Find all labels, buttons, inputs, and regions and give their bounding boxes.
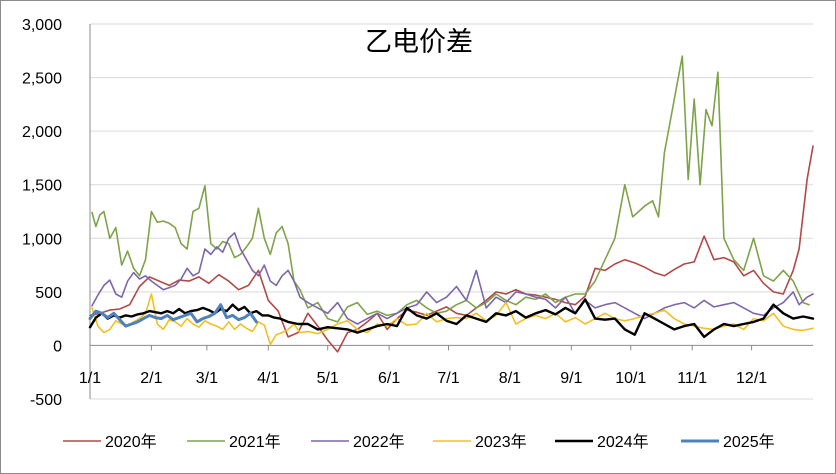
series-group	[88, 55, 815, 353]
x-tick-label: 8/1	[499, 370, 521, 387]
y-tick-label: 3,000	[22, 17, 62, 34]
y-tick-label: 2,500	[22, 71, 62, 88]
gridlines	[90, 23, 813, 400]
series-line-2025年	[88, 303, 258, 328]
x-tick-label: 2/1	[140, 370, 162, 387]
legend-label: 2025年	[723, 433, 775, 451]
legend-label: 2022年	[353, 433, 405, 451]
legend-label: 2020年	[105, 433, 157, 451]
series-line-2021年	[91, 55, 810, 323]
x-tick-label: 5/1	[317, 370, 339, 387]
x-tick-label: 9/1	[560, 370, 582, 387]
x-tick-label: 7/1	[437, 370, 459, 387]
x-tick-label: 10/1	[615, 370, 646, 387]
chart-title: 乙电价差	[365, 27, 473, 57]
x-tick-label: 1/1	[79, 370, 101, 387]
legend-label: 2021年	[229, 433, 281, 451]
series-line-2022年	[91, 232, 814, 325]
x-axis: 1/1 2/1 3/1 4/1 5/1 6/1 7/1 8/1 9/1 10/1 11/1 12/1	[79, 344, 813, 387]
series-line-2020年	[89, 145, 814, 353]
x-tick-label: 4/1	[257, 370, 279, 387]
x-tick-label: 6/1	[378, 370, 400, 387]
x-tick-label: 12/1	[736, 370, 767, 387]
series-line-2024年	[88, 298, 815, 339]
x-tick-label: 11/1	[677, 370, 707, 387]
legend-label: 2024年	[597, 433, 649, 451]
y-axis: -500 0 500 1,000 1,500 2,000 2,500 3,000	[22, 17, 91, 409]
y-tick-label: 1,500	[22, 178, 62, 195]
y-tick-label: 2,000	[22, 124, 62, 141]
y-tick-label: 1,000	[22, 231, 62, 248]
x-tick-label: 3/1	[196, 370, 218, 387]
y-tick-label: 500	[35, 285, 62, 302]
legend-label: 2023年	[475, 433, 527, 451]
y-tick-label: -500	[30, 392, 62, 409]
y-tick-label: 0	[53, 338, 62, 355]
legend: 2020年 2021年 2022年 2023年 2024年 2025年	[63, 433, 775, 451]
